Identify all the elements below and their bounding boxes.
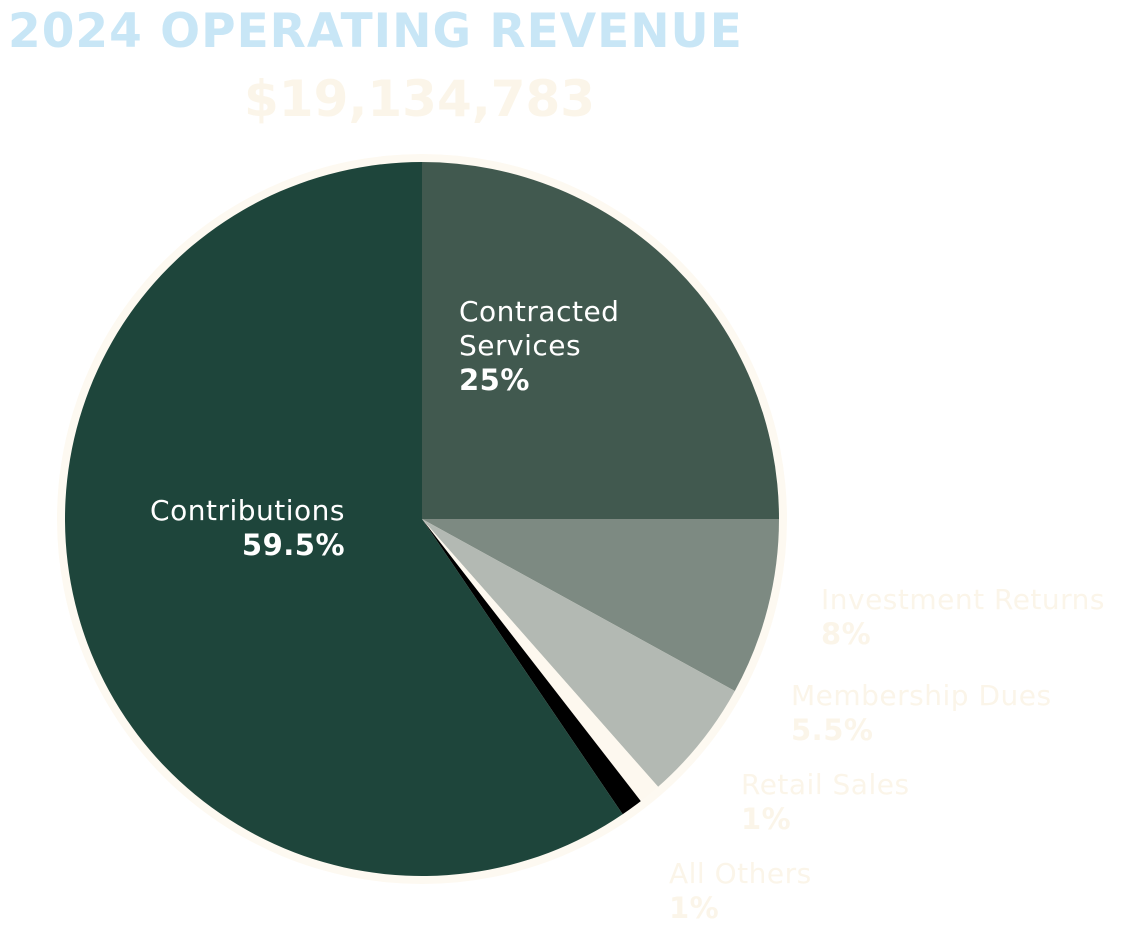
slice-label-pct: 25% (459, 363, 530, 397)
slice-label-name: Retail Sales (741, 768, 910, 801)
pie-slice-all-others (422, 519, 641, 815)
label-contributions: Contributions 59.5% (120, 494, 345, 562)
slice-label-name: Investment Returns (821, 583, 1105, 616)
pie-slice-investment-returns (422, 519, 780, 691)
slice-label-pct: 1% (669, 891, 720, 925)
chart-title: 2024 OPERATING REVENUE (8, 4, 743, 59)
slice-label-name: Contributions (150, 494, 345, 527)
label-membership-dues: Membership Dues 5.5% (791, 679, 1052, 747)
slice-label-pct: 1% (741, 802, 792, 836)
label-investment-returns: Investment Returns 8% (821, 583, 1105, 651)
pie-slice-contracted-services (422, 162, 779, 519)
slice-label-name: Membership Dues (791, 679, 1052, 712)
slice-label-pct: 59.5% (241, 528, 345, 562)
slice-label-pct: 8% (821, 617, 872, 651)
total-revenue: $19,134,783 (244, 70, 596, 128)
slice-label-name: All Others (669, 857, 812, 890)
pie-slice-membership-dues (422, 519, 735, 787)
pie-slice-contributions (64, 162, 623, 876)
label-contracted-services: Contracted Services 25% (459, 295, 649, 397)
label-retail-sales: Retail Sales 1% (741, 768, 910, 836)
pie-slice-retail-sales (422, 519, 659, 802)
slice-label-name: Contracted Services (459, 295, 620, 362)
slice-label-pct: 5.5% (791, 713, 874, 747)
label-all-others: All Others 1% (669, 857, 812, 925)
